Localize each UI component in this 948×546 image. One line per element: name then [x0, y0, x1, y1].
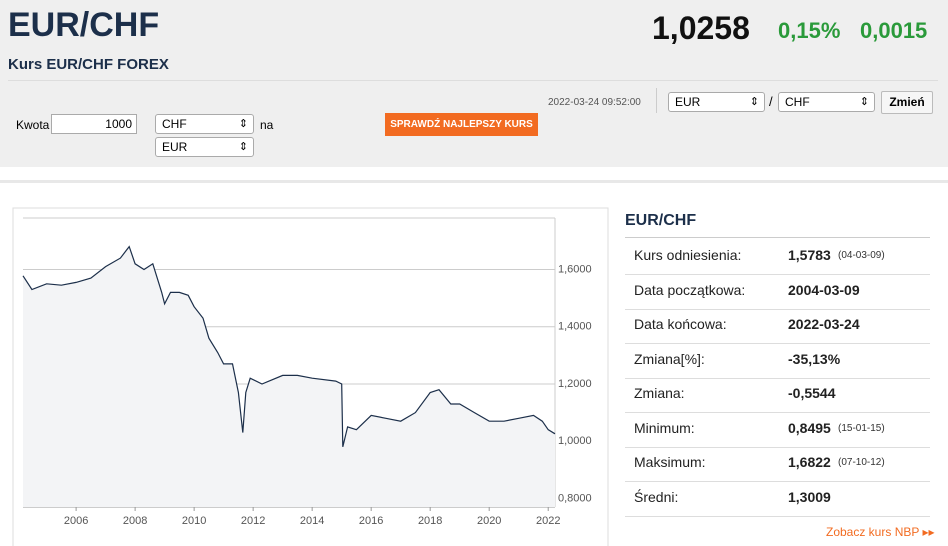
price: 1,0258 — [652, 10, 750, 46]
y-tick-label: 1,2000 — [558, 378, 592, 390]
nbp-link[interactable]: Zobacz kurs NBP ▸▸ — [826, 525, 935, 539]
y-tick-label: 1,0000 — [558, 435, 592, 447]
y-tick-label: 0,8000 — [558, 492, 592, 504]
y-tick-label: 1,4000 — [558, 321, 592, 333]
stat-label: Maksimum: — [634, 454, 706, 470]
change-button[interactable]: Zmień — [881, 91, 933, 114]
nbp-link-text[interactable]: Zobacz kurs NBP — [826, 525, 920, 539]
joiner: na — [260, 118, 274, 132]
amount-input[interactable]: 1000 — [51, 114, 137, 134]
to-select[interactable]: EUR — [155, 137, 254, 157]
area — [23, 246, 555, 507]
stat-date: (15-01-15) — [838, 422, 885, 434]
stat-value: -35,13% — [788, 350, 841, 367]
stat-label: Średni: — [634, 488, 679, 505]
timestamp: 2022-03-24 09:52:00 — [548, 97, 641, 108]
x-tick-label: 2010 — [182, 515, 206, 527]
stat-label: Data początkowa: — [634, 281, 746, 298]
x-tick-label: 2016 — [359, 515, 383, 527]
stat-value: -0,5544 — [788, 385, 836, 401]
stat-rule — [625, 274, 930, 275]
x-tick-label: 2014 — [300, 515, 324, 527]
chart: 0,8000 1,0000 1,2000 1,4000 1,6000 2006 2008 20… — [12, 207, 609, 546]
stat-label: Zmiana[%]: — [634, 350, 705, 367]
stat-rule — [625, 446, 930, 448]
stats-rule — [625, 237, 930, 238]
x-tick-label: 2018 — [418, 515, 442, 527]
stat-value: 2004-03-09 — [788, 281, 860, 298]
x-tick-label: 2020 — [477, 515, 501, 527]
stat-rule — [625, 481, 930, 482]
base-select[interactable]: EUR — [668, 92, 765, 112]
stat-date: (07-10-12) — [838, 457, 885, 468]
content-top — [0, 180, 948, 183]
chart-frame — [12, 207, 609, 546]
stat-label: Data końcowa: — [634, 316, 727, 332]
title: EUR/CHF — [8, 6, 160, 44]
stat-rule — [625, 377, 930, 379]
change-abs: 0,0015 — [860, 18, 928, 43]
amount-label: Kwota — [16, 118, 50, 132]
stat-value: 1,3009 — [788, 488, 831, 505]
divider — [8, 80, 938, 81]
pair-separator: / — [769, 94, 773, 109]
stat-rule — [625, 343, 930, 344]
x-tick-label: 2006 — [64, 515, 88, 527]
y-tick-label: 1,6000 — [558, 263, 592, 275]
x-tick-label: 2008 — [123, 515, 147, 527]
stat-rule — [625, 515, 930, 517]
stat-label: Minimum: — [634, 419, 695, 436]
from-select[interactable]: CHF — [155, 114, 254, 134]
x-tick-label: 2012 — [241, 515, 265, 527]
stats-title: EUR/CHF — [625, 212, 697, 229]
line — [22, 245, 556, 448]
check-button[interactable]: SPRAWDŹ NAJLEPSZY KURS — [385, 113, 538, 136]
subtitle: Kurs EUR/CHF FOREX — [8, 56, 169, 73]
stat-date: (04-03-09) — [838, 250, 885, 261]
stat-label: Kurs odniesienia: — [634, 247, 742, 263]
stat-label: Zmiana: — [634, 385, 685, 401]
stat-value: 1,5783 — [788, 247, 831, 263]
separator-line — [656, 88, 657, 113]
stat-rule — [625, 412, 930, 413]
stat-value: 0,8495 — [788, 419, 831, 436]
change-pct: 0,15% — [778, 18, 841, 43]
stat-value: 1,6822 — [788, 454, 831, 470]
x-tick-label: 2022 — [536, 515, 560, 527]
quote-select[interactable]: CHF — [778, 92, 875, 112]
stat-rule — [625, 308, 930, 310]
stat-value: 2022-03-24 — [788, 316, 860, 332]
